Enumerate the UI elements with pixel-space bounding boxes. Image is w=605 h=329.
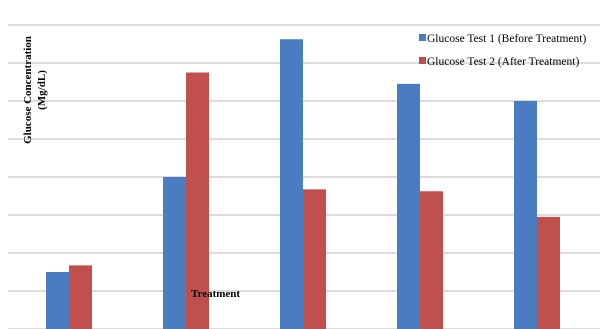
legend: Glucose Test 1 (Before Treatment) Glucos… bbox=[419, 33, 586, 68]
bar-series-1-group-5 bbox=[514, 101, 537, 329]
legend-label-series-1: Glucose Test 1 (Before Treatment) bbox=[427, 33, 586, 45]
y-axis-label-line-2: (Mg/dL) bbox=[36, 70, 48, 110]
bar-series-2-group-1 bbox=[69, 265, 92, 329]
y-axis-label: Glucose Concentration (Mg/dL) bbox=[22, 36, 48, 144]
legend-label-series-2: Glucose Test 2 (After Treatment) bbox=[427, 56, 579, 68]
bar-series-2-group-2 bbox=[186, 72, 209, 329]
bar-series-1-group-2 bbox=[163, 177, 186, 329]
bar-series-2-group-3 bbox=[303, 189, 326, 329]
bar-series-2-group-4 bbox=[420, 191, 443, 329]
bar-series-2-group-5 bbox=[537, 216, 560, 329]
x-axis-label: Treatment bbox=[191, 288, 240, 300]
legend-swatch-series-1 bbox=[419, 34, 426, 41]
bar-series-1-group-4 bbox=[397, 83, 420, 329]
bar-series-1-group-3 bbox=[280, 39, 303, 329]
bars bbox=[46, 39, 560, 329]
legend-swatch-series-2 bbox=[419, 57, 426, 64]
y-axis-label-line-1: Glucose Concentration bbox=[22, 36, 34, 144]
bar-series-1-group-1 bbox=[46, 272, 69, 329]
